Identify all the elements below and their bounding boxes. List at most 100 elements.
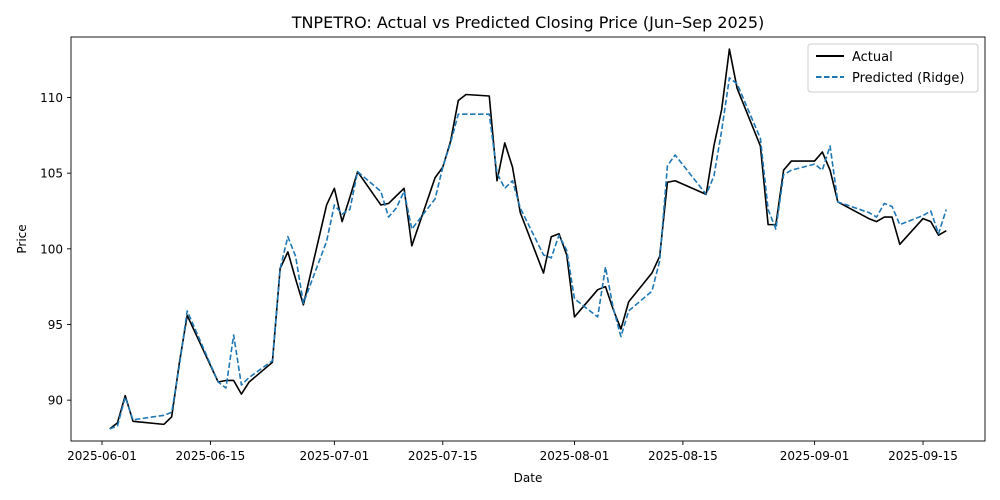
data-point-predicted (248, 377, 250, 379)
data-point-actual (124, 395, 126, 397)
data-point-predicted (829, 145, 831, 147)
data-point-actual (620, 328, 622, 330)
y-tick-label: 100 (40, 242, 63, 256)
data-point-predicted (550, 257, 552, 259)
data-point-predicted (605, 266, 607, 268)
data-point-predicted (558, 234, 560, 236)
data-point-actual (628, 301, 630, 303)
data-point-actual (938, 234, 940, 236)
data-point-predicted (566, 250, 568, 252)
x-tick-label: 2025-08-01 (540, 449, 610, 463)
data-point-actual (326, 204, 328, 206)
data-point-predicted (295, 256, 297, 258)
data-point-actual (543, 272, 545, 274)
data-point-predicted (519, 207, 521, 209)
data-point-actual (512, 166, 514, 168)
data-point-predicted (349, 209, 351, 211)
data-point-actual (349, 197, 351, 199)
y-axis-label: Price (15, 224, 29, 253)
data-point-actual (504, 142, 506, 144)
data-point-actual (380, 204, 382, 206)
data-point-actual (396, 195, 398, 197)
data-point-predicted (488, 113, 490, 115)
data-point-predicted (736, 83, 738, 85)
data-point-actual (822, 151, 824, 153)
data-point-predicted (822, 169, 824, 171)
data-point-predicted (620, 336, 622, 338)
data-point-actual (496, 180, 498, 182)
data-point-predicted (334, 204, 336, 206)
data-point-actual (457, 100, 459, 102)
data-point-actual (519, 212, 521, 214)
data-point-predicted (186, 310, 188, 312)
data-point-actual (465, 94, 467, 96)
y-tick-label: 90 (48, 394, 63, 408)
data-point-predicted (163, 414, 165, 416)
data-point-actual (334, 188, 336, 190)
data-point-predicted (721, 130, 723, 132)
data-point-predicted (233, 334, 235, 336)
data-point-predicted (326, 240, 328, 242)
x-tick-label: 2025-07-15 (408, 449, 478, 463)
data-point-actual (713, 145, 715, 147)
data-point-actual (411, 245, 413, 247)
data-point-predicted (922, 215, 924, 217)
data-point-actual (233, 380, 235, 382)
data-point-predicted (465, 113, 467, 115)
plot-area (109, 48, 948, 430)
x-tick-label: 2025-07-01 (299, 449, 369, 463)
data-point-actual (597, 289, 599, 291)
data-point-actual (899, 244, 901, 246)
data-point-predicted (760, 138, 762, 140)
data-point-actual (945, 230, 947, 232)
data-point-predicted (612, 307, 614, 309)
data-point-predicted (279, 268, 281, 270)
data-point-actual (605, 286, 607, 288)
data-point-actual (891, 216, 893, 218)
data-point-predicted (945, 209, 947, 211)
data-point-predicted (667, 165, 669, 167)
y-tick-label: 105 (40, 167, 63, 181)
data-point-actual (388, 203, 390, 205)
data-point-predicted (674, 154, 676, 156)
data-point-actual (574, 316, 576, 318)
series-layer (109, 48, 948, 430)
data-point-predicted (574, 298, 576, 300)
data-point-predicted (884, 203, 886, 205)
data-point-actual (434, 177, 436, 179)
data-point-predicted (876, 216, 878, 218)
data-point-actual (403, 188, 405, 190)
data-point-actual (341, 221, 343, 223)
data-point-actual (729, 48, 731, 50)
data-point-predicted (109, 428, 111, 430)
data-point-predicted (504, 188, 506, 190)
legend-box (807, 43, 979, 93)
data-point-predicted (938, 233, 940, 235)
data-point-predicted (434, 198, 436, 200)
data-point-predicted (388, 216, 390, 218)
data-point-predicted (272, 360, 274, 362)
data-point-actual (721, 109, 723, 111)
data-point-actual (814, 160, 816, 162)
data-point-predicted (628, 310, 630, 312)
legend-label-actual: Actual (852, 50, 893, 65)
legend: Actual Predicted (Ridge) (807, 43, 979, 93)
data-point-actual (488, 95, 490, 97)
data-point-predicted (496, 172, 498, 174)
x-tick-label: 2025-06-15 (176, 449, 246, 463)
data-point-actual (550, 236, 552, 238)
data-point-actual (767, 224, 769, 226)
data-point-predicted (783, 174, 785, 176)
data-point-predicted (124, 396, 126, 398)
data-point-actual (241, 393, 243, 395)
series-line-predicted (109, 77, 948, 430)
data-point-actual (303, 304, 305, 306)
data-point-predicted (868, 212, 870, 214)
data-point-predicted (287, 236, 289, 238)
data-point-actual (922, 218, 924, 220)
data-point-predicted (651, 290, 653, 292)
data-point-predicted (597, 316, 599, 318)
data-point-predicted (791, 169, 793, 171)
data-point-predicted (899, 224, 901, 226)
x-tick-label: 2025-06-01 (67, 449, 137, 463)
